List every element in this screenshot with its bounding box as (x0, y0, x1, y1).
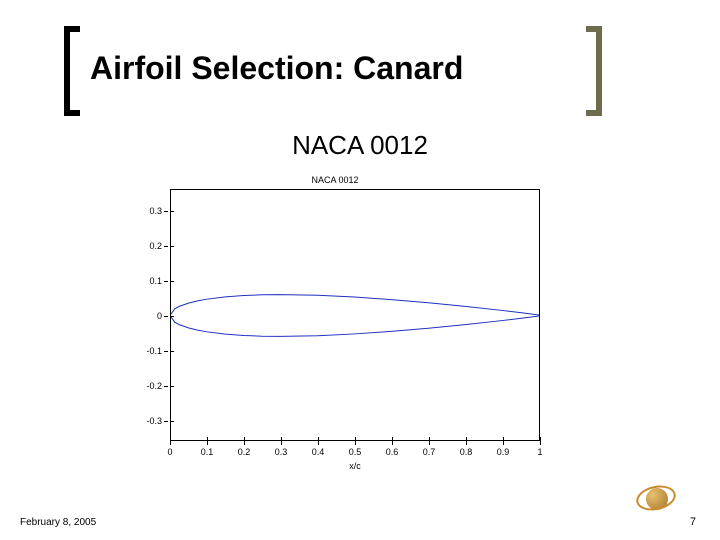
y-tick-label: 0 (157, 311, 170, 321)
y-tick-label: 0.1 (149, 276, 170, 286)
y-tick-label: -0.2 (146, 381, 170, 391)
x-tick-label: 0.8 (460, 447, 473, 457)
y-tick-label: -0.3 (146, 416, 170, 426)
x-tick-label: 0.2 (238, 447, 251, 457)
airfoil-profile-line (170, 190, 539, 441)
x-tick-label: 0 (167, 447, 172, 457)
plot-area: 0.30.20.10-0.1-0.2-0.300.10.20.30.40.50.… (170, 189, 540, 441)
x-tick-label: 0.4 (312, 447, 325, 457)
x-axis-label: x/c (170, 461, 540, 471)
footer-date: February 8, 2005 (20, 517, 96, 528)
x-tick-label: 0.7 (423, 447, 436, 457)
page-number: 7 (690, 516, 696, 528)
x-tick (466, 441, 467, 445)
slide-subtitle: NACA 0012 (0, 130, 720, 161)
y-tick-label: -0.1 (146, 346, 170, 356)
y-tick-label: 0.3 (149, 206, 170, 216)
x-tick (503, 441, 504, 445)
x-tick (244, 441, 245, 445)
y-tick-label: 0.2 (149, 241, 170, 251)
x-tick-label: 0.6 (386, 447, 399, 457)
x-tick-label: 0.1 (201, 447, 214, 457)
x-tick-label: 0.5 (349, 447, 362, 457)
x-tick-label: 0.9 (497, 447, 510, 457)
chart-title: NACA 0012 (120, 175, 550, 185)
x-tick-label: 1 (537, 447, 542, 457)
x-tick-label: 0.3 (275, 447, 288, 457)
x-tick (392, 441, 393, 445)
x-tick (355, 441, 356, 445)
x-tick (281, 441, 282, 445)
x-tick (207, 441, 208, 445)
x-tick (540, 441, 541, 445)
title-bracket-right (586, 26, 602, 116)
x-tick (318, 441, 319, 445)
title-bracket-left (64, 26, 80, 116)
x-tick (429, 441, 430, 445)
dept-logo (632, 480, 680, 516)
airfoil-chart: NACA 0012 0.30.20.10-0.1-0.2-0.300.10.20… (120, 175, 550, 475)
slide-title: Airfoil Selection: Canard (90, 50, 463, 87)
